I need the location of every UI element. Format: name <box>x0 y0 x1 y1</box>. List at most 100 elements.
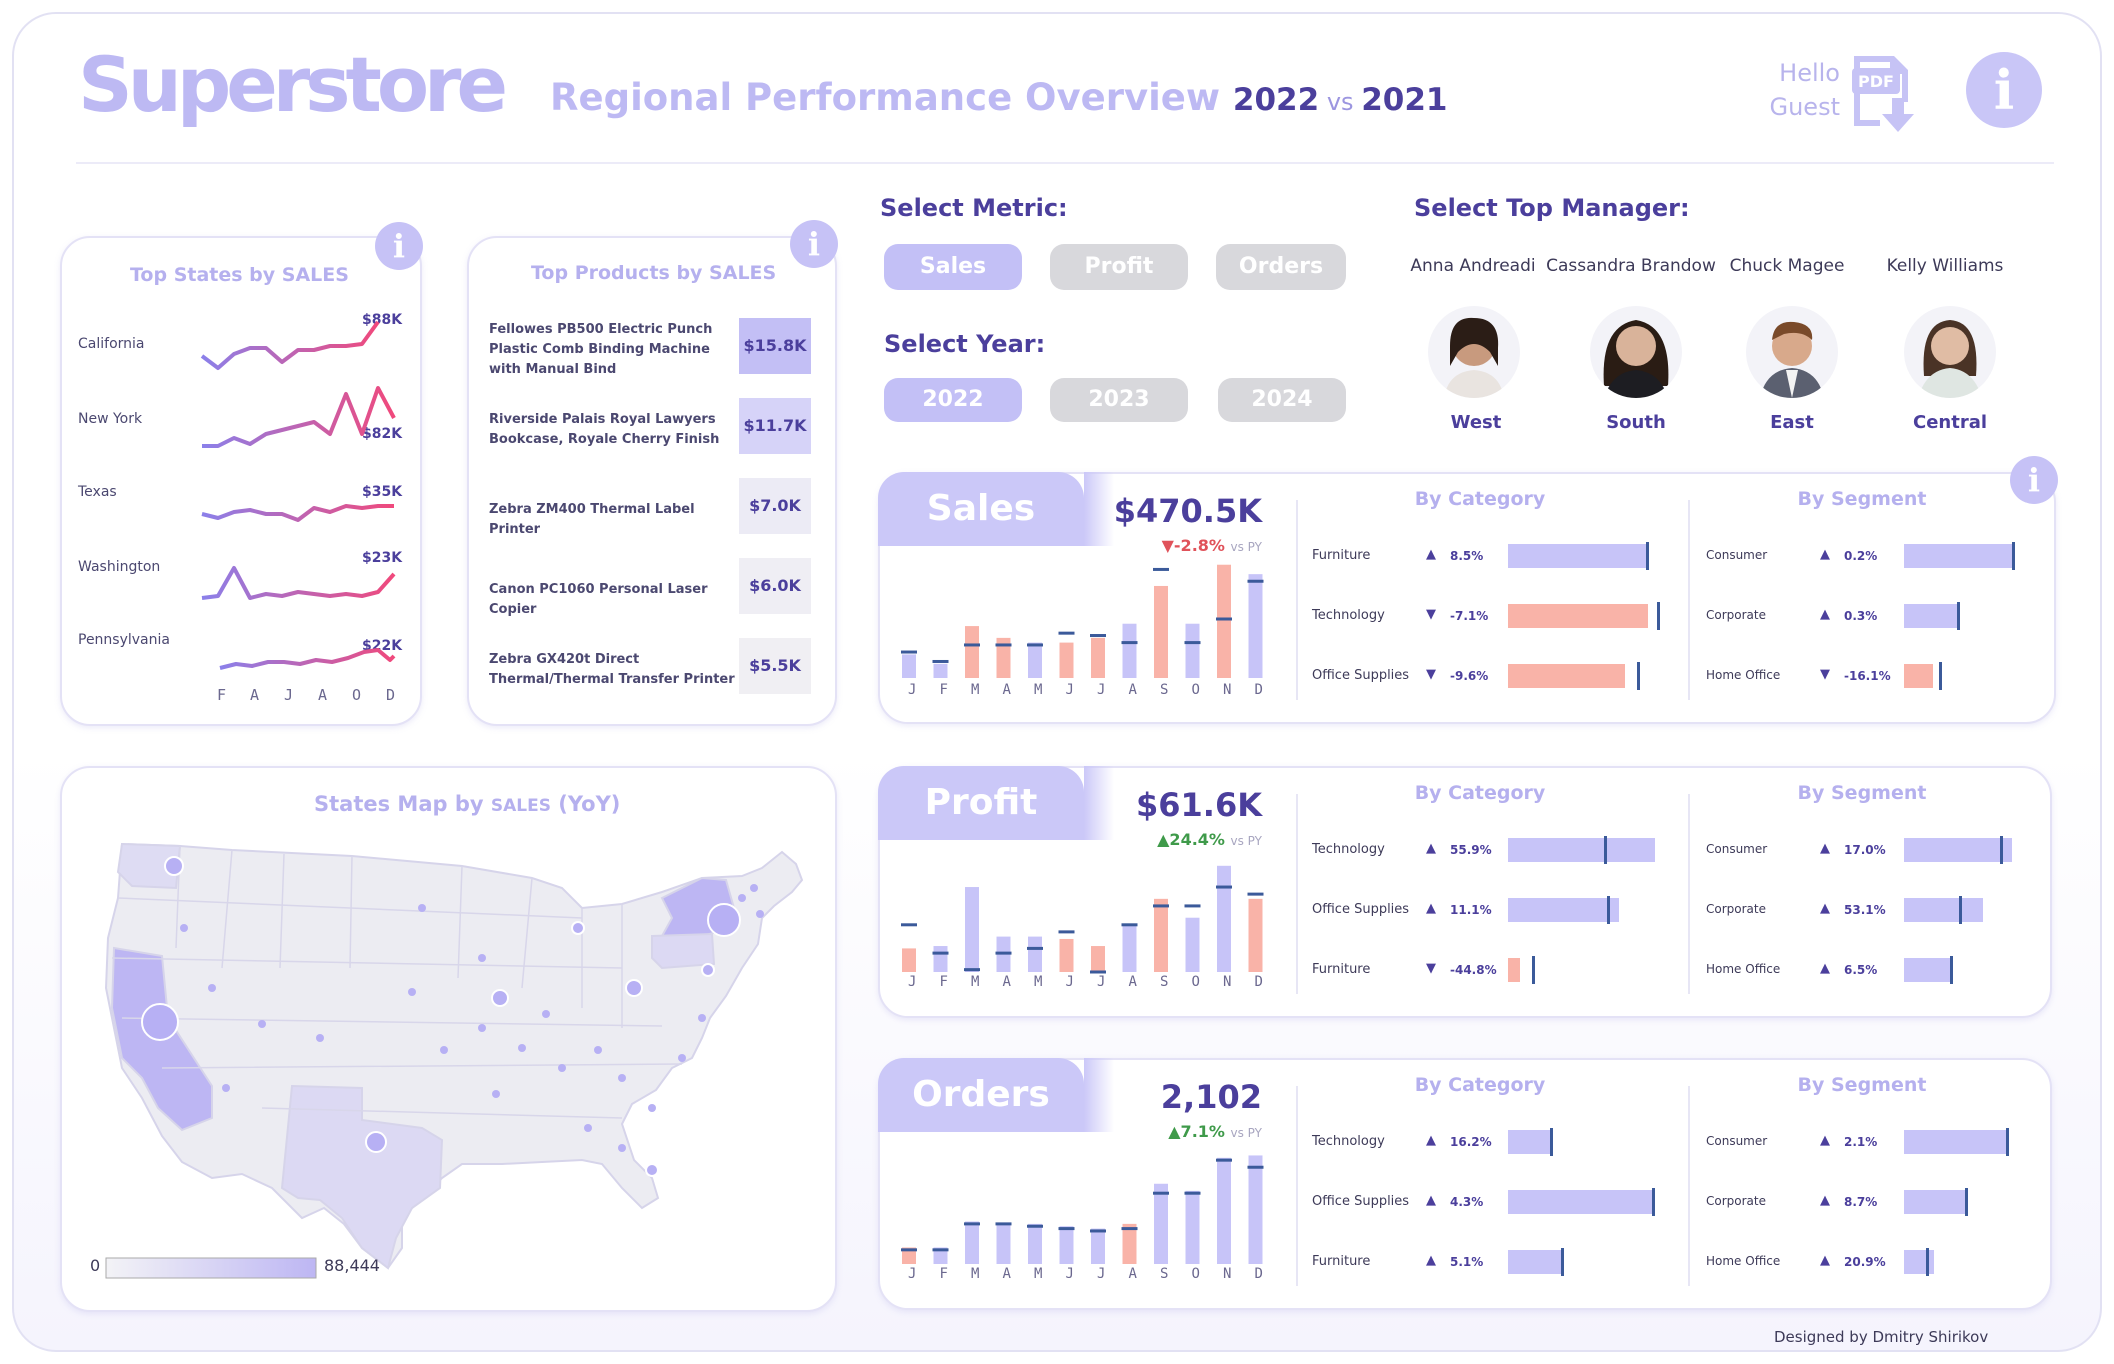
breakdown-prev-marker <box>1926 1248 1929 1276</box>
pdf-download-icon[interactable]: PDF <box>1848 52 1924 134</box>
month-prev-marker <box>901 1248 917 1252</box>
state-pennsylvania <box>651 932 716 970</box>
month-bar <box>1028 936 1042 972</box>
breakdown-bar <box>1508 898 1619 922</box>
state-name: Washington <box>78 559 161 575</box>
breakdown-arrow: ▲ <box>1820 1193 1830 1208</box>
breakdown-label: Home Office <box>1706 668 1781 682</box>
kpi-card-sales: Sales $470.5K ▼-2.8% vs PY J F M A M J J A S O N D By C… <box>878 472 2056 724</box>
breakdown-label: Corporate <box>1706 608 1766 622</box>
top-states-card: Top States by SALES California New York … <box>60 236 422 726</box>
section-divider <box>1296 794 1298 994</box>
metric-button-orders[interactable]: Orders <box>1216 244 1346 290</box>
axis-month: O <box>352 686 362 704</box>
breakdown-label: Technology <box>1312 842 1385 857</box>
month-bar <box>1248 1155 1263 1264</box>
month-prev-marker <box>1247 579 1264 583</box>
breakdown-bar <box>1904 544 2012 568</box>
month-prev-marker <box>964 968 980 972</box>
manager-avatar-central[interactable] <box>1904 306 1996 398</box>
breakdown-prev-marker <box>1607 896 1610 924</box>
metric-button-profit[interactable]: Profit <box>1050 244 1188 290</box>
breakdown-pct: 17.0% <box>1844 843 1886 857</box>
breakdown-pct: -7.1% <box>1450 609 1489 623</box>
by-category-title: By Category <box>1414 1074 1546 1096</box>
product-value: $11.7K <box>739 398 811 454</box>
manager-avatar-east[interactable] <box>1746 306 1838 398</box>
map-legend-min: 0 <box>90 1256 101 1275</box>
month-bar <box>1059 642 1074 678</box>
kpi-info-icon[interactable]: i <box>2010 456 2058 504</box>
breakdown-prev-marker <box>1652 1188 1655 1216</box>
breakdown-pct: -44.8% <box>1450 963 1497 977</box>
kpi-card-profit: Profit $61.6K ▲24.4% vs PY J F M A M J J A S O N D By C… <box>878 766 2052 1018</box>
state-washington <box>116 842 182 890</box>
month-label: N <box>1223 682 1232 698</box>
breakdown-pct: 53.1% <box>1844 903 1886 917</box>
month-bar <box>1248 898 1263 972</box>
month-label: J <box>1097 974 1106 990</box>
us-map[interactable] <box>62 768 839 1314</box>
month-prev-marker <box>1153 904 1169 908</box>
breakdown-label: Office Supplies <box>1312 1194 1410 1209</box>
month-bar <box>1185 623 1200 678</box>
breakdown-bar <box>1508 604 1648 628</box>
manager-region: West <box>1450 412 1502 433</box>
info-icon[interactable]: i <box>1966 52 2042 128</box>
breakdown-arrow: ▲ <box>1426 1253 1436 1268</box>
month-bar <box>1217 865 1231 972</box>
month-prev-marker <box>1058 1227 1075 1231</box>
map-bubble <box>491 989 509 1007</box>
year-button-2024[interactable]: 2024 <box>1218 378 1346 422</box>
top-products-info-icon[interactable]: i <box>790 220 838 268</box>
month-bar <box>1028 1223 1042 1264</box>
month-prev-marker <box>995 1222 1012 1226</box>
breakdown-pct: 5.1% <box>1450 1255 1484 1269</box>
breakdown-prev-marker <box>1964 1188 1968 1216</box>
product-value: $6.0K <box>739 558 811 614</box>
sparkline-new-york <box>202 386 396 448</box>
year-button-2022[interactable]: 2022 <box>884 378 1022 422</box>
state-value: $35K <box>362 484 403 500</box>
map-bubble-new-york <box>707 903 741 937</box>
month-bar <box>1154 898 1168 972</box>
month-prev-marker <box>932 951 949 955</box>
product-name: Canon PC1060 Personal Laser Copier <box>489 582 708 617</box>
state-name: California <box>78 336 145 352</box>
designer-credit: Designed by Dmitry Shirikov <box>1774 1328 1989 1346</box>
section-divider <box>1296 1086 1298 1286</box>
metric-button-sales[interactable]: Sales <box>884 244 1022 290</box>
breakdown-label: Furniture <box>1312 1254 1371 1269</box>
month-label: D <box>1254 1266 1263 1282</box>
map-title: States Map by SALES (YoY) <box>314 792 621 816</box>
by-segment-title: By Segment <box>1797 488 1927 510</box>
breakdown-pct: -16.1% <box>1844 669 1891 683</box>
month-label: A <box>1128 974 1137 990</box>
month-prev-marker <box>1090 1229 1106 1233</box>
month-bar <box>933 1247 948 1264</box>
kpi-value: $61.6K <box>1135 786 1262 824</box>
breakdown-arrow: ▲ <box>1426 1133 1436 1148</box>
month-bar <box>1248 574 1263 678</box>
manager-avatar-south[interactable] <box>1590 306 1682 398</box>
manager-avatar-west[interactable] <box>1428 306 1520 398</box>
month-label: N <box>1223 1266 1232 1282</box>
breakdown-bar <box>1904 838 2012 862</box>
breakdown-label: Home Office <box>1706 962 1781 976</box>
map-city-dots <box>180 884 764 1152</box>
month-bar <box>1091 1228 1105 1264</box>
month-label: A <box>1002 974 1011 990</box>
breakdown-prev-marker <box>2006 1128 2010 1156</box>
breakdown-pct: 0.3% <box>1844 609 1878 623</box>
kpi-value: 2,102 <box>1160 1078 1262 1116</box>
select-metric-label: Select Metric: <box>880 194 1068 222</box>
month-prev-marker <box>932 659 949 663</box>
year-button-2023[interactable]: 2023 <box>1050 378 1188 422</box>
month-label: J <box>1097 1266 1106 1282</box>
month-prev-marker <box>901 923 917 927</box>
month-label: J <box>908 1266 917 1282</box>
breakdown-label: Home Office <box>1706 1254 1781 1268</box>
month-label: J <box>908 682 917 698</box>
top-states-info-icon[interactable]: i <box>375 222 423 270</box>
breakdown-prev-marker <box>1656 602 1660 630</box>
